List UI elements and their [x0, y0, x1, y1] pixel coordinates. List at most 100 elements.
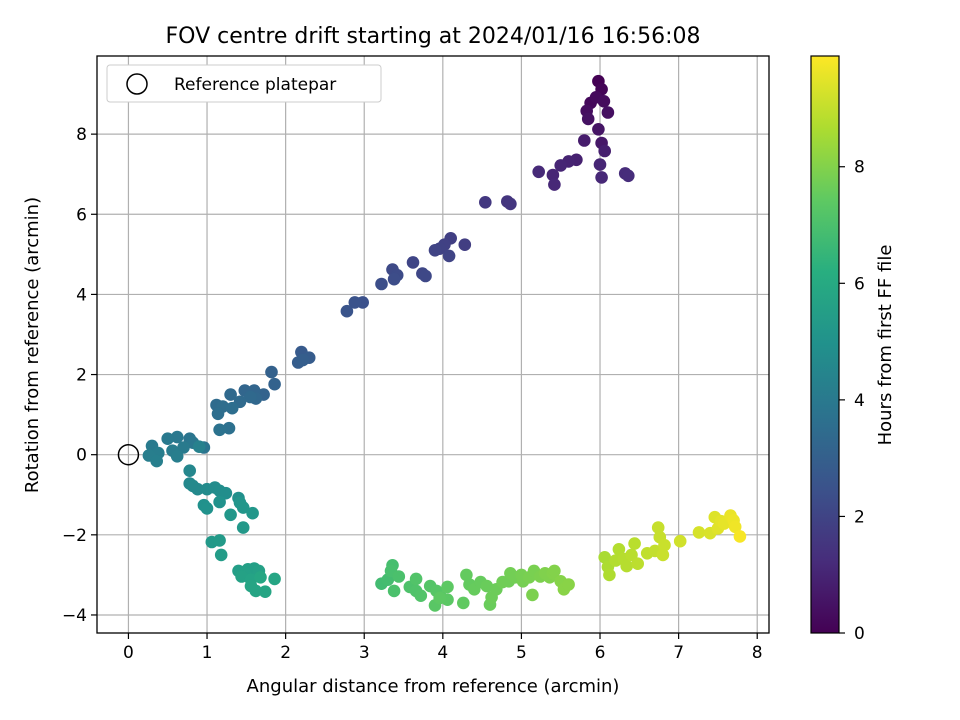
x-tick-label: 5 [516, 643, 527, 663]
data-point [548, 564, 561, 578]
x-axis-label: Angular distance from reference (arcmin) [247, 676, 620, 697]
plot-frame [96, 55, 770, 634]
y-tick-label: −4 [62, 606, 87, 626]
data-point [186, 479, 200, 493]
data-point [214, 548, 228, 562]
data-point [458, 238, 472, 251]
colorbar-tick-label: 4 [854, 391, 865, 411]
data-point [598, 144, 611, 158]
colorbar-tick-label: 8 [854, 158, 865, 178]
data-point [170, 450, 184, 463]
data-point [651, 521, 665, 534]
chart-title: FOV centre drift starting at 2024/01/16 … [166, 24, 701, 49]
x-axis-ticks: 0 1 2 3 4 5 6 7 8 [123, 633, 763, 663]
x-tick-label: 7 [673, 643, 684, 663]
data-point [236, 501, 250, 514]
data-point [578, 134, 591, 147]
legend-label-reference-platepar: Reference platepar [174, 75, 336, 95]
data-point [601, 106, 615, 119]
data-point [414, 589, 428, 602]
data-point [598, 551, 611, 564]
data-point [728, 520, 742, 534]
colorbar-tick-label: 0 [854, 624, 865, 644]
data-point [595, 171, 608, 184]
data-point [268, 572, 281, 586]
colorbar-gradient [810, 55, 840, 634]
data-point [658, 538, 671, 552]
data-point [213, 534, 226, 547]
data-point [457, 596, 470, 610]
data-point [441, 580, 454, 594]
data-point [219, 486, 233, 500]
data-point [200, 502, 214, 515]
data-point [348, 296, 362, 309]
data-point [296, 353, 310, 367]
x-tick-label: 0 [123, 643, 134, 663]
data-point [170, 430, 184, 444]
colorbar-ticks: 0 2 4 6 8 [839, 158, 865, 644]
data-point [504, 197, 517, 211]
y-tick-label: 6 [76, 205, 87, 225]
data-point [213, 495, 226, 509]
y-tick-label: 4 [76, 285, 87, 305]
legend-reference-marker [126, 73, 148, 95]
data-point [246, 506, 259, 520]
colorbar-label: Hours from first FF file [875, 245, 896, 446]
x-tick-label: 6 [595, 643, 606, 663]
data-point [236, 521, 250, 534]
legend-box [106, 64, 382, 103]
colorbar: 0 2 4 6 8 Hours from first FF file [810, 55, 896, 644]
y-tick-label: −2 [62, 526, 87, 546]
x-tick-label: 3 [359, 643, 370, 663]
x-tick-label: 8 [752, 643, 763, 663]
data-point [433, 591, 447, 605]
data-point [392, 570, 406, 583]
data-point [480, 579, 494, 593]
data-point [442, 249, 456, 263]
data-point [479, 196, 492, 209]
data-point [592, 123, 605, 136]
y-tick-label: 2 [76, 366, 87, 386]
data-point [387, 584, 401, 598]
colorbar-tick-label: 2 [854, 507, 865, 527]
data-point [222, 421, 236, 435]
data-point [268, 377, 281, 391]
data-point [192, 440, 206, 454]
data-point [620, 559, 633, 573]
data-point [419, 269, 432, 283]
data-point [177, 441, 190, 454]
y-tick-label: 0 [76, 446, 87, 466]
scatter-points [142, 74, 747, 612]
data-point [406, 256, 420, 269]
data-point [224, 508, 237, 522]
data-point [548, 178, 561, 191]
data-point [628, 537, 641, 550]
x-tick-label: 2 [280, 643, 291, 663]
data-point [656, 548, 670, 562]
data-point [254, 571, 267, 584]
data-point [161, 432, 174, 446]
data-point [526, 588, 539, 602]
data-point [673, 534, 687, 548]
data-point [603, 568, 616, 582]
data-point [593, 158, 607, 171]
data-point [265, 365, 278, 379]
data-point [622, 169, 635, 183]
data-point [562, 578, 575, 591]
data-point [258, 585, 272, 598]
y-axis-ticks: −4 −2 0 2 4 6 8 [62, 125, 97, 626]
data-point [597, 95, 611, 108]
data-point [460, 568, 473, 582]
colorbar-tick-label: 6 [854, 274, 865, 294]
data-point [554, 159, 567, 172]
legend: Reference platepar [106, 64, 382, 103]
data-point [225, 401, 239, 415]
data-point [581, 112, 595, 126]
data-point [211, 407, 225, 421]
data-point [375, 277, 388, 291]
data-point [340, 304, 354, 318]
reference-platepar-marker [117, 443, 140, 466]
reference-marker-layer [117, 443, 140, 466]
data-point [625, 548, 638, 562]
